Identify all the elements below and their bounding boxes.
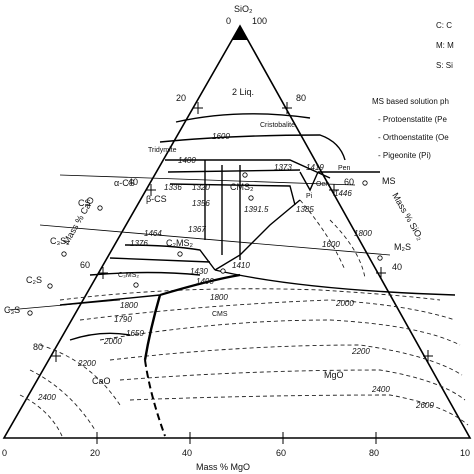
bottom-tick-80: 80 <box>369 448 379 458</box>
legend-ms-heading: MS based solution ph <box>372 97 449 106</box>
field-2liq: 2 Liq. <box>232 87 254 97</box>
iso-2400-b: 2400 <box>371 385 390 394</box>
left-tick-20: 20 <box>176 93 186 103</box>
dashed-isotherms <box>19 199 469 437</box>
iso-1446: 1446 <box>334 189 352 198</box>
legend-s: S: Si <box>436 61 453 70</box>
right-axis-title: Mass % SiO₂ <box>390 191 425 242</box>
bottom-axis-title: Mass % MgO <box>196 462 250 472</box>
legend-item-oe: - Orthoenstatite (Oe <box>378 133 449 142</box>
field-cao: CaO <box>92 376 111 386</box>
sio2-value-0: 0 <box>226 16 231 26</box>
iso-1600-a: 1600 <box>212 132 230 141</box>
field-m2s: M₂S <box>394 242 411 252</box>
iso-1600-b: 1600 <box>322 240 340 249</box>
iso-1367: 1367 <box>188 225 206 234</box>
left-axis-ticks <box>51 102 203 362</box>
iso-1385: 1385 <box>296 205 314 214</box>
iso-1336: 1336 <box>164 183 182 192</box>
iso-1800-b: 1800 <box>210 293 228 302</box>
iso-1419: 1419 <box>306 163 324 172</box>
field-mgo: MgO <box>324 370 344 380</box>
iso-1356: 1356 <box>192 199 210 208</box>
right-tick-60: 60 <box>344 177 354 187</box>
iso-1320: 1320 <box>192 183 210 192</box>
field-cms2: CMS₂ <box>230 182 254 192</box>
cao-mgo-boundary <box>143 294 162 361</box>
iso-1790: 1790 <box>114 315 132 324</box>
sio2-corner-mark <box>232 26 248 40</box>
field-c3s: C₃S <box>4 305 20 315</box>
field-pi: Pi <box>306 193 313 200</box>
iso-2000-a: 2000 <box>103 337 122 346</box>
bottom-tick-60: 60 <box>276 448 286 458</box>
iso-1800-a: 1800 <box>120 301 138 310</box>
iso-2200-a: 2200 <box>77 359 96 368</box>
field-cristobalite: Cristobalite <box>260 122 295 129</box>
bottom-tick-20: 20 <box>90 448 100 458</box>
left-tick-40: 40 <box>128 177 138 187</box>
cao-mgo-dashed <box>144 359 166 437</box>
legend: C: C M: M S: Si MS based solution ph - P… <box>372 21 454 160</box>
field-c3s2: C₃S₂ <box>50 236 70 246</box>
field-ms: MS <box>382 176 396 186</box>
iso-1430: 1430 <box>190 267 208 276</box>
bottom-tick-0: 0 <box>2 448 7 458</box>
field-c3ms2: C₃MS₂ <box>118 272 139 279</box>
field-c2ms2: C₂MS₂ <box>166 238 193 248</box>
left-tick-80: 80 <box>33 342 43 352</box>
bottom-tick-100: 10 <box>460 448 470 458</box>
field-beta-cs: β-CS <box>146 194 167 204</box>
join-lines <box>7 174 391 311</box>
bottom-axis-ticks <box>91 432 382 444</box>
compound-points <box>27 172 383 316</box>
field-tridymite: Tridymite <box>148 147 177 154</box>
iso-1391: 1391.5 <box>244 205 269 214</box>
field-cs: CS <box>78 198 91 208</box>
iso-2400-a: 2400 <box>37 393 56 402</box>
legend-m: M: M <box>436 41 454 50</box>
right-axis-ticks <box>282 102 433 362</box>
iso-2600: 2600 <box>415 401 434 410</box>
right-tick-40: 40 <box>392 262 402 272</box>
legend-c: C: C <box>436 21 452 30</box>
sio2-value-100: 100 <box>252 16 267 26</box>
sio2-corner-label: SiO₂ <box>234 4 253 14</box>
iso-1410: 1410 <box>232 261 250 270</box>
cms-join <box>159 273 241 297</box>
iso-2200-b: 2200 <box>351 347 370 356</box>
field-c2s: C₂S <box>26 275 42 285</box>
iso-1400: 1400 <box>178 156 196 165</box>
iso-2000-b: 2000 <box>335 299 354 308</box>
iso-1800-c: 1800 <box>354 229 372 238</box>
iso-1490: 1490 <box>196 277 214 286</box>
field-pen: Pen <box>338 165 351 172</box>
field-alpha-cs: α-CS <box>114 178 135 188</box>
field-oen: Oen <box>316 181 329 188</box>
right-tick-80: 80 <box>296 93 306 103</box>
iso-1464: 1464 <box>144 229 162 238</box>
field-cms: CMS <box>212 311 228 318</box>
left-tick-60: 60 <box>80 260 90 270</box>
iso-1376: 1376 <box>130 239 148 248</box>
bottom-tick-40: 40 <box>182 448 192 458</box>
iso-1373: 1373 <box>274 163 292 172</box>
phase-boundaries <box>59 113 456 341</box>
legend-item-pe: - Protoenstatite (Pe <box>378 115 447 124</box>
legend-item-pi: - Pigeonite (Pi) <box>378 151 431 160</box>
iso-1650: 1650 <box>126 329 144 338</box>
